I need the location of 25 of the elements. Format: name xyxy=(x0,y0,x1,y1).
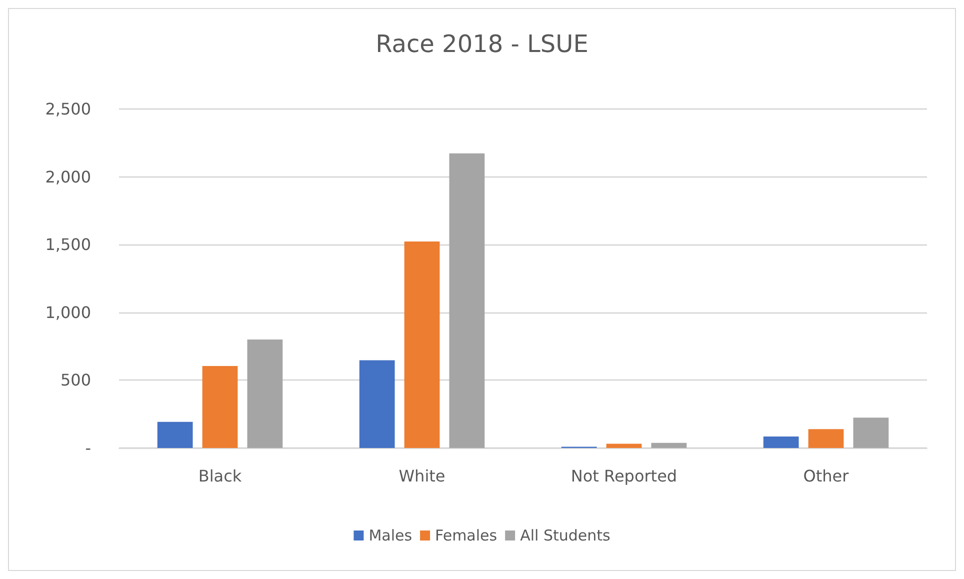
bar xyxy=(651,442,687,448)
y-tick-label: 2,500 xyxy=(45,100,91,118)
legend-label: Females xyxy=(435,526,498,544)
bar xyxy=(808,429,844,448)
x-tick-label: White xyxy=(398,466,446,486)
y-tick-label: 2,000 xyxy=(45,167,91,186)
x-tick-label: Black xyxy=(198,466,242,486)
bar xyxy=(763,436,799,448)
x-tick-label: Other xyxy=(803,466,850,486)
bar xyxy=(404,241,440,448)
bar xyxy=(202,366,238,448)
bar xyxy=(853,418,889,448)
legend-label: All Students xyxy=(520,526,610,544)
bar xyxy=(449,153,485,448)
y-tick-label: 1,000 xyxy=(45,302,91,322)
bar xyxy=(606,444,642,448)
x-tick-label: Not Reported xyxy=(570,466,678,486)
y-tick-label: 500 xyxy=(60,370,91,390)
y-tick-label: 1,500 xyxy=(45,235,91,254)
bar xyxy=(157,422,193,448)
bar xyxy=(247,340,283,448)
y-tick-label: - xyxy=(85,438,91,458)
bar xyxy=(359,360,395,448)
chart-title: Race 2018 - LSUE xyxy=(376,30,588,58)
legend-label: Males xyxy=(368,526,412,544)
